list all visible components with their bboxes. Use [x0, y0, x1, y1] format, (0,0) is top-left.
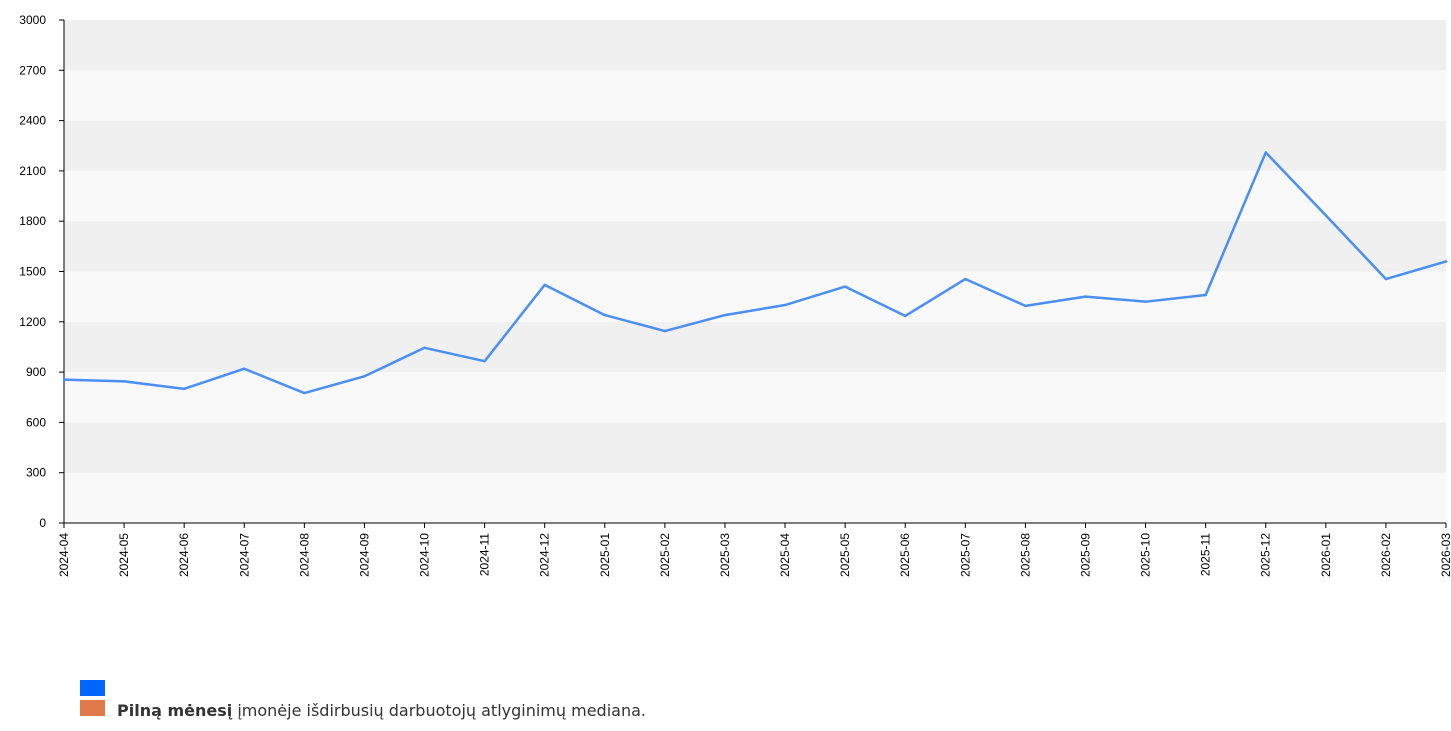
y-tick-label: 600: [26, 415, 46, 429]
chart-area: 0 300 600 900 1200 1500 1800 2100 2400 2700 3000 20…: [19, 13, 1451, 577]
data-point: [363, 375, 366, 378]
data-point: [62, 378, 66, 381]
grid-band: [64, 170, 1446, 222]
x-tick-label: 2025-02: [658, 533, 672, 577]
x-tick-label: 2024-12: [538, 533, 552, 577]
x-tick-label: 2026-02: [1379, 533, 1393, 577]
x-tick-label: 2024-06: [177, 533, 191, 577]
x-tick-label: 2026-03: [1439, 533, 1451, 577]
y-tick-label: 1200: [19, 315, 46, 329]
grid-band: [64, 20, 1446, 71]
x-tick-label: 2025-07: [958, 533, 972, 577]
data-point: [243, 367, 246, 370]
data-point: [603, 313, 606, 317]
data-point: [543, 283, 546, 287]
x-tick-label: 2025-06: [898, 533, 912, 577]
x-tick-label: 2025-11: [1199, 533, 1213, 576]
data-point: [122, 380, 126, 383]
y-tick-label: 900: [26, 365, 46, 379]
data-point: [843, 285, 847, 288]
legend-desc-2: įmonėje išdirbusių darbuotojų atlyginimų…: [232, 701, 646, 720]
x-tick-label: 2025-03: [718, 533, 732, 577]
data-point: [723, 313, 727, 317]
x-tick-label: 2025-12: [1259, 533, 1273, 577]
data-point: [904, 314, 907, 318]
legend-swatch-1: [80, 680, 105, 696]
data-point: [1024, 304, 1027, 308]
y-tick-label: 1500: [19, 265, 46, 279]
x-tick-label: 2024-05: [117, 533, 131, 577]
x-tick-label: 2025-10: [1139, 533, 1153, 577]
legend-text-2: Pilną mėnesį įmonėje išdirbusių darbuoto…: [117, 701, 646, 720]
x-tick-label: 2024-07: [237, 533, 251, 577]
x-tick-label: 2024-11: [478, 533, 492, 576]
series-line: [62, 151, 1448, 395]
y-tick-label: 2400: [19, 114, 46, 128]
grid-band: [64, 271, 1446, 322]
data-point: [182, 387, 186, 391]
y-tick-label: 2700: [19, 63, 46, 77]
data-point: [1204, 293, 1207, 297]
x-tick-label: 2025-05: [838, 533, 852, 577]
y-tick-label: 1800: [19, 214, 46, 228]
x-tick-label: 2024-10: [418, 533, 432, 577]
data-point: [1324, 214, 1328, 217]
grid-band: [64, 422, 1446, 473]
grid-band: [64, 472, 1446, 523]
x-tick-label: 2025-04: [778, 533, 792, 577]
data-point: [663, 329, 667, 333]
data-point: [1084, 295, 1087, 298]
legend-bold-2: Pilną mėnesį: [117, 701, 233, 720]
data-point: [423, 346, 426, 349]
line-chart: 0 300 600 900 1200 1500 1800 2100 2400 2700 3000 20…: [19, 13, 1451, 577]
grid-band: [64, 120, 1446, 171]
y-tick-label: 3000: [19, 13, 46, 27]
grid-band: [64, 372, 1446, 423]
data-point: [1144, 300, 1147, 303]
data-point: [964, 277, 967, 281]
grid-band: [64, 221, 1446, 272]
data-point: [483, 360, 486, 363]
x-tick-label: 2025-08: [1018, 533, 1032, 577]
data-point: [783, 303, 787, 307]
data-point: [1444, 260, 1448, 263]
x-tick-label: 2024-08: [297, 533, 311, 577]
y-tick-label: 2100: [19, 164, 46, 178]
data-point: [303, 391, 306, 395]
grid-band: [64, 321, 1446, 373]
x-tick-label: 2026-01: [1319, 533, 1333, 577]
data-point: [1264, 151, 1267, 154]
y-tick-label: 0: [39, 516, 46, 530]
x-tick-label: 2024-04: [57, 533, 71, 577]
data-point: [1384, 277, 1388, 281]
x-tick-label: 2025-09: [1078, 533, 1092, 577]
x-tick-label: 2024-09: [357, 533, 371, 577]
x-tick-label: 2025-01: [598, 533, 612, 577]
y-tick-label: 300: [26, 466, 46, 480]
legend-swatch-2: [80, 700, 105, 716]
grid-band: [64, 70, 1446, 121]
